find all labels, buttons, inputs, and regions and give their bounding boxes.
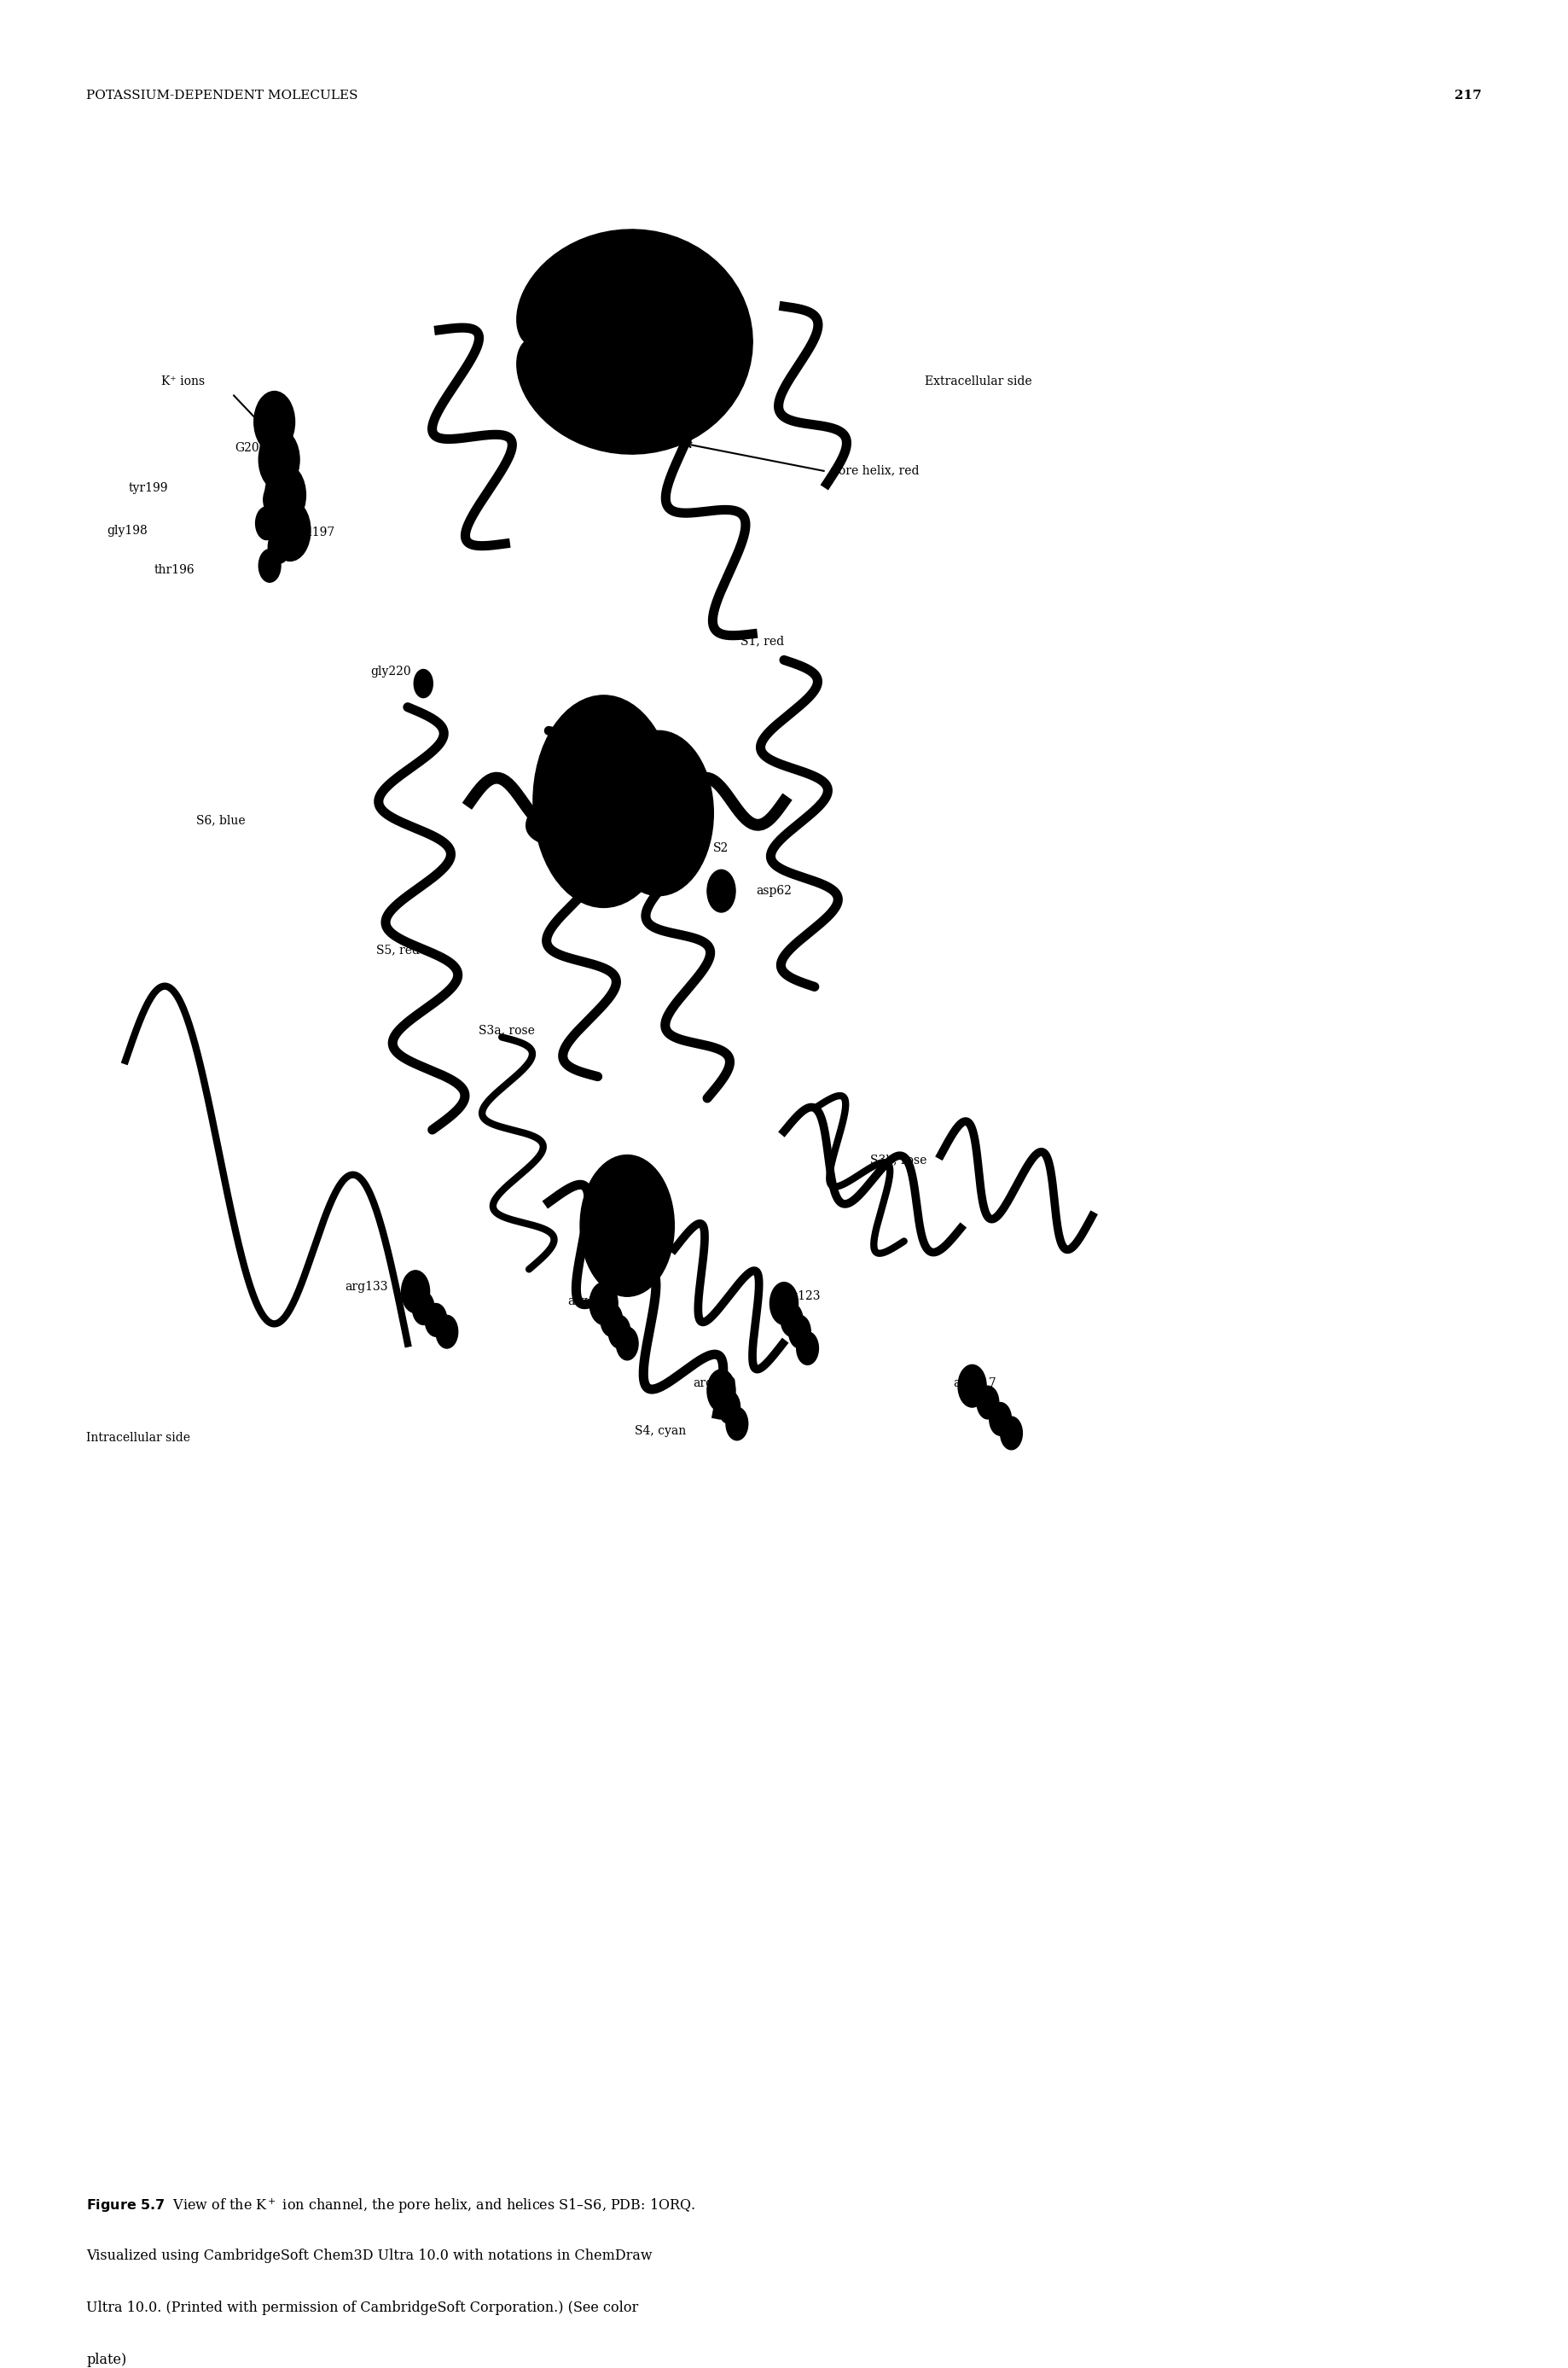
Text: gly198: gly198 [107, 523, 147, 535]
Circle shape [616, 1326, 638, 1359]
Circle shape [580, 1156, 674, 1295]
Text: S4, cyan: S4, cyan [635, 1426, 687, 1437]
Circle shape [1000, 1416, 1022, 1449]
Text: Visualized using CambridgeSoft Chem3D Ultra 10.0 with notations in ChemDraw: Visualized using CambridgeSoft Chem3D Ul… [86, 2250, 652, 2264]
Circle shape [263, 483, 285, 516]
Text: S5, red: S5, red [376, 945, 420, 957]
Circle shape [958, 1364, 986, 1407]
Circle shape [270, 500, 310, 561]
Circle shape [533, 696, 674, 907]
Text: val197: val197 [295, 526, 336, 538]
Text: tyr199: tyr199 [129, 483, 168, 495]
Text: pore helix, red: pore helix, red [831, 466, 919, 478]
Text: arg126: arg126 [568, 1295, 610, 1307]
Circle shape [590, 1283, 618, 1324]
Text: $\bf{Figure\ 5.7}$  View of the K$^+$ ion channel, the pore helix, and helices S: $\bf{Figure\ 5.7}$ View of the K$^+$ ion… [86, 2198, 696, 2214]
Circle shape [604, 732, 713, 895]
Circle shape [781, 1302, 803, 1336]
Text: S2: S2 [713, 843, 729, 855]
Text: asp62: asp62 [756, 886, 792, 897]
Circle shape [254, 391, 295, 452]
Circle shape [726, 1407, 748, 1440]
Text: arg133: arg133 [345, 1281, 387, 1293]
Text: Extracellular side: Extracellular side [925, 377, 1032, 388]
Circle shape [256, 507, 278, 540]
Text: Ultra 10.0. (Printed with permission of CambridgeSoft Corporation.) (See color: Ultra 10.0. (Printed with permission of … [86, 2302, 638, 2316]
Text: G200: G200 [235, 443, 267, 455]
Text: POTASSIUM-DEPENDENT MOLECULES: POTASSIUM-DEPENDENT MOLECULES [86, 90, 358, 102]
Text: plate): plate) [86, 2351, 127, 2368]
Text: thr196: thr196 [154, 564, 194, 575]
Text: gly220: gly220 [370, 665, 411, 677]
Circle shape [718, 1390, 740, 1423]
Circle shape [414, 670, 433, 699]
Circle shape [707, 869, 735, 912]
Circle shape [608, 1314, 630, 1347]
Polygon shape [517, 230, 753, 455]
Text: 217: 217 [1455, 90, 1482, 102]
Text: K⁺ ions: K⁺ ions [162, 377, 205, 388]
Circle shape [977, 1385, 999, 1418]
Text: S6, blue: S6, blue [196, 815, 245, 826]
Circle shape [770, 1283, 798, 1324]
Circle shape [401, 1272, 430, 1312]
Circle shape [412, 1291, 434, 1324]
Circle shape [259, 549, 281, 583]
Circle shape [259, 429, 299, 490]
Text: arg117: arg117 [953, 1378, 997, 1390]
Circle shape [268, 530, 290, 564]
Circle shape [265, 464, 306, 526]
Circle shape [601, 1302, 622, 1336]
Circle shape [989, 1402, 1011, 1435]
Text: S3a, rose: S3a, rose [478, 1023, 535, 1037]
Circle shape [789, 1314, 811, 1347]
Text: arg123: arg123 [778, 1291, 820, 1302]
Text: S1, red: S1, red [740, 635, 784, 646]
Text: arg120: arg120 [693, 1378, 735, 1390]
Text: Intracellular side: Intracellular side [86, 1433, 190, 1444]
Circle shape [797, 1331, 818, 1364]
Text: S3b, rose: S3b, rose [870, 1153, 927, 1165]
Circle shape [436, 1314, 458, 1347]
Circle shape [425, 1302, 447, 1336]
Circle shape [707, 1369, 735, 1411]
